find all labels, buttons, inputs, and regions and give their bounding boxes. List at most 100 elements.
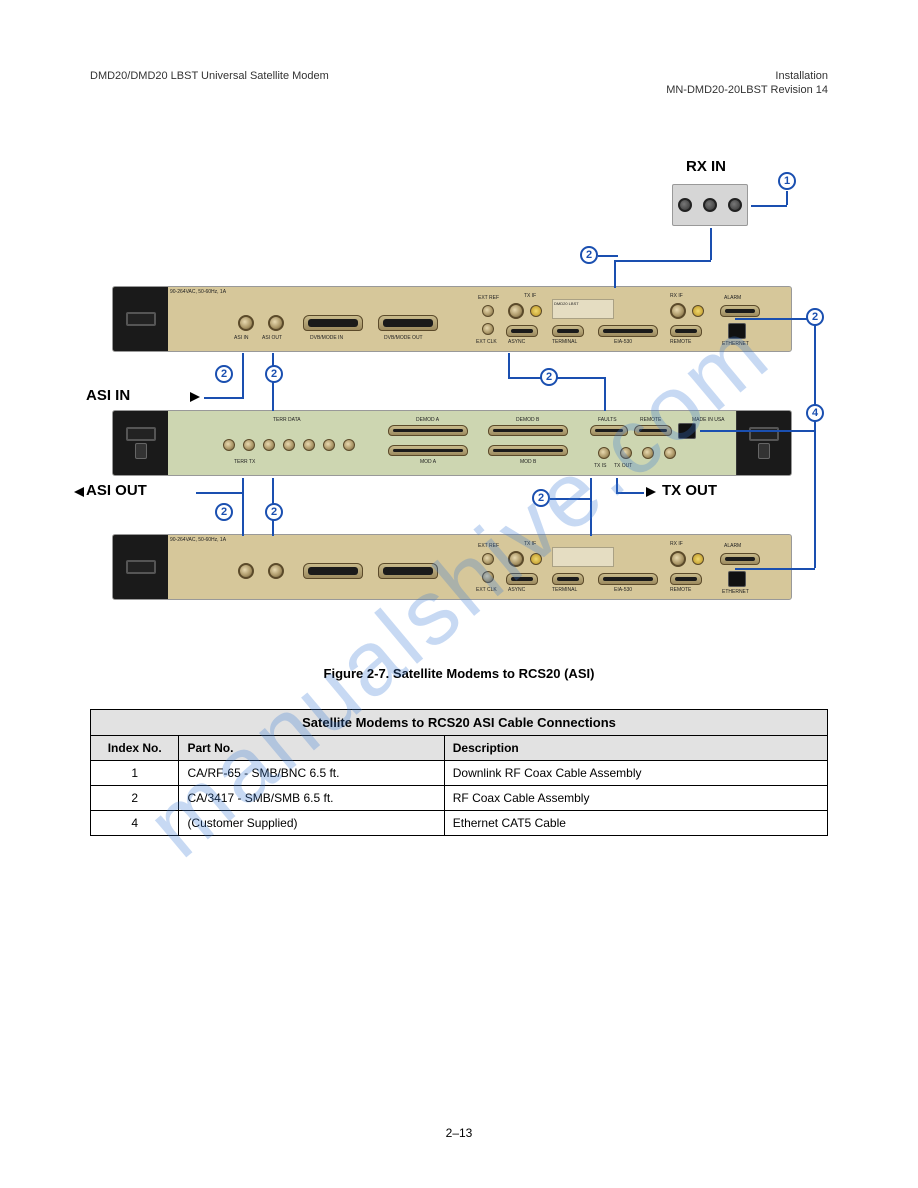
lbl-530: EIA-530: [614, 339, 632, 345]
rj-eth-m: [678, 423, 696, 439]
arrow-asi-out: [74, 487, 84, 497]
bnc-extclk-t: [482, 323, 494, 335]
lbl-rxif: RX IF: [670, 293, 683, 299]
page-footer: 2–13: [90, 1126, 828, 1140]
bnc-extref-t: [482, 305, 494, 317]
id-plate-b: [552, 547, 614, 567]
dsub-dvb-in-t: [303, 315, 363, 331]
wire: [550, 498, 592, 500]
wire: [814, 318, 816, 568]
lbl-power-rating-b: 90-264VAC, 50-60Hz, 1A: [170, 537, 226, 543]
wire: [242, 353, 244, 397]
rx-in-module: [672, 184, 748, 226]
bnc-txif2-t: [530, 305, 542, 317]
lbl-dvb-in: DVB/MODE IN: [310, 335, 343, 341]
bnc-asi-out-t: [268, 315, 284, 331]
bnc-rxif-b: [670, 551, 686, 567]
arrow-tx-out: [646, 487, 656, 497]
page-header: DMD20/DMD20 LBST Universal Satellite Mod…: [90, 70, 828, 98]
lbl-asi-in: ASI IN: [234, 335, 248, 341]
lbl-usa: MADE IN USA: [692, 417, 725, 423]
lbl-moda: MOD A: [420, 459, 436, 465]
dsub-dvb-out-b: [378, 563, 438, 579]
callout-4: 4: [806, 404, 824, 422]
lbl-modb: MOD B: [520, 459, 536, 465]
dsub-remote-m: [634, 425, 672, 436]
header-left-1: DMD20/DMD20 LBST Universal Satellite Mod…: [90, 70, 329, 82]
wire: [508, 353, 510, 377]
lbl-txout-m: TX OUT: [614, 463, 632, 469]
panel-bot-main: 90-264VAC, 50-60Hz, 1A EXT REF EXT CLK T…: [168, 535, 791, 599]
callout-2-c: 2: [265, 365, 283, 383]
lbl-ext-clk-b: EXT CLK: [476, 587, 497, 593]
bnc-m2: [243, 439, 255, 451]
callout-2-g: 2: [265, 503, 283, 521]
wire: [751, 205, 787, 207]
bnc-extra-m2: [664, 447, 676, 459]
callout-2-b: 2: [215, 365, 233, 383]
wire: [735, 568, 815, 570]
dsub-alarm-t: [720, 305, 760, 317]
dsub-demodb: [488, 425, 568, 436]
bnc-txif1-b: [508, 551, 524, 567]
bnc-m7: [343, 439, 355, 451]
dsub-530-b: [598, 573, 658, 585]
callout-2-e: 2: [806, 308, 824, 326]
dsub-modb: [488, 445, 568, 456]
lbl-asi-out: ASI OUT: [262, 335, 282, 341]
dsub-dvb-in-b: [303, 563, 363, 579]
dsub-moda: [388, 445, 468, 456]
bnc-extclk-b: [482, 571, 494, 583]
psu-mid-r: [736, 411, 791, 475]
lbl-terrdata: TERR DATA: [273, 417, 301, 423]
bnc-asi-in-b: [238, 563, 254, 579]
rx-in-conn-1: [678, 198, 692, 212]
col-part: Part No.: [179, 736, 444, 761]
callout-1: 1: [778, 172, 796, 190]
panel-mid-main: TERR DATA TERR TX DEMOD A MOD A DEMOD B: [168, 411, 736, 475]
panel-modem-bottom: 90-264VAC, 50-60Hz, 1A EXT REF EXT CLK T…: [112, 534, 792, 600]
bnc-extref-b: [482, 553, 494, 565]
lbl-demodb: DEMOD B: [516, 417, 539, 423]
lbl-model: DMD20 LBST: [554, 301, 579, 306]
lbl-alarm-b: ALARM: [724, 543, 741, 549]
lbl-term: TERMINAL: [552, 339, 577, 345]
lbl-remote-m: REMOTE: [640, 417, 661, 423]
lbl-ext-ref: EXT REF: [478, 295, 499, 301]
cell: CA/RF-65 - SMB/BNC 6.5 ft.: [179, 761, 444, 786]
bnc-m1: [223, 439, 235, 451]
bnc-txis: [598, 447, 610, 459]
wire: [786, 191, 788, 205]
wire: [700, 430, 816, 432]
bnc-m5: [303, 439, 315, 451]
wire: [616, 492, 644, 494]
dsub-dvb-out-t: [378, 315, 438, 331]
table-top-header: Satellite Modems to RCS20 ASI Cable Conn…: [91, 710, 828, 736]
col-index: Index No.: [91, 736, 179, 761]
dsub-async-b: [506, 573, 538, 585]
lbl-alarm: ALARM: [724, 295, 741, 301]
lbl-terrtx: TERR TX: [234, 459, 255, 465]
bnc-rxif2-b: [692, 553, 704, 565]
wire: [196, 492, 244, 494]
table-row: 2 CA/3417 - SMB/SMB 6.5 ft. RF Coax Cabl…: [91, 786, 828, 811]
rx-in-conn-2: [703, 198, 717, 212]
lbl-async: ASYNC: [508, 339, 525, 345]
wire: [204, 397, 244, 399]
cell: 2: [91, 786, 179, 811]
arrow-asi-in: [190, 392, 200, 402]
label-asi-out: ASI OUT: [86, 482, 147, 499]
dsub-term-t: [552, 325, 584, 337]
dsub-async-t: [506, 325, 538, 337]
callout-2-h: 2: [532, 489, 550, 507]
dsub-term-b: [552, 573, 584, 585]
lbl-async-b: ASYNC: [508, 587, 525, 593]
bnc-m3: [263, 439, 275, 451]
wire: [616, 478, 618, 492]
lbl-remote: REMOTE: [670, 339, 691, 345]
rj-eth-t: [728, 323, 746, 339]
label-asi-in: ASI IN: [86, 387, 130, 404]
cable-table: Satellite Modems to RCS20 ASI Cable Conn…: [90, 709, 828, 836]
lbl-txif: TX IF: [524, 293, 536, 299]
lbl-power-rating: 90-264VAC, 50-60Hz, 1A: [170, 289, 226, 295]
